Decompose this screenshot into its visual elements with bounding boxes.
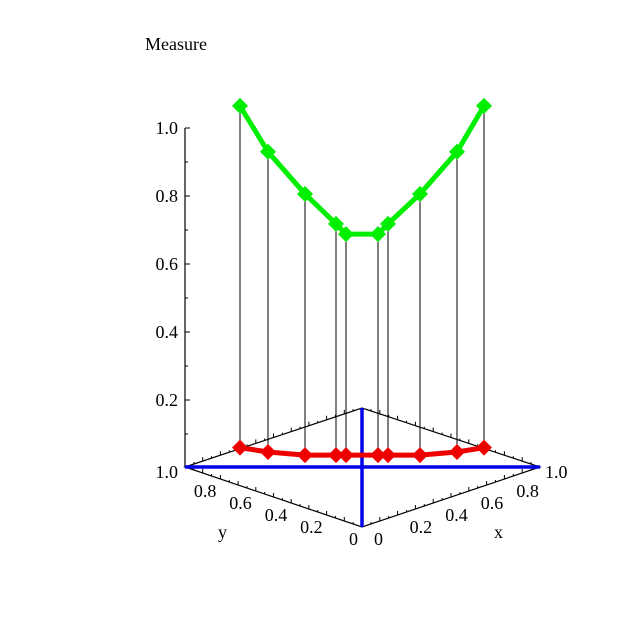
data-point-1 [328, 447, 344, 464]
y-tick-label: 1.0 [156, 462, 179, 482]
z-tick-label: 0.2 [156, 390, 179, 410]
data-point-1 [449, 444, 465, 461]
data-point-1 [297, 447, 313, 464]
data-point-0 [380, 215, 396, 232]
data-point-1 [380, 447, 396, 464]
data-point-1 [476, 439, 492, 456]
x-tick-label: 1.0 [545, 462, 568, 482]
x-tick-label: 0.6 [481, 493, 504, 513]
series-line-0 [237, 104, 487, 237]
x-tick-label: 0.4 [445, 505, 468, 525]
z-tick-label: 1.0 [156, 118, 179, 138]
x-tick-label: 0 [374, 529, 383, 549]
data-point-0 [476, 97, 492, 114]
data-point-0 [297, 185, 313, 202]
data-point-1 [232, 439, 248, 456]
y-axis-label: y [218, 522, 227, 542]
z-tick-label: 0.8 [156, 186, 179, 206]
data-point-1 [370, 447, 386, 464]
x-tick-label: 0.8 [516, 481, 539, 501]
y-tick-label: 0.6 [229, 493, 252, 513]
data-point-0 [260, 143, 276, 160]
data-point-0 [370, 226, 386, 243]
x-tick-label: 0.2 [410, 517, 433, 537]
marks-group [232, 97, 492, 464]
y-tick-label: 0.8 [194, 481, 217, 501]
data-point-0 [449, 143, 465, 160]
data-point-0 [338, 226, 354, 243]
data-point-0 [328, 215, 344, 232]
data-point-1 [338, 447, 354, 464]
axes-group: 0.2 0.4 0.6 0.8 1.0 0 0.2 0.4 0.6 0.8 1.0 0 0.2 0.4 0.… [156, 118, 568, 549]
y-tick-label: 0.4 [265, 505, 288, 525]
y-tick-label: 0.2 [300, 517, 323, 537]
series-line-1 [239, 445, 485, 458]
z-tick-label: 0.6 [156, 254, 179, 274]
chart-title: Measure [145, 34, 207, 54]
x-axis-label: x [494, 522, 503, 542]
z-tick-label: 0.4 [156, 322, 179, 342]
y-tick-label: 0 [349, 529, 358, 549]
data-point-1 [260, 444, 276, 461]
data-point-1 [412, 447, 428, 464]
data-point-0 [232, 97, 248, 114]
data-point-0 [412, 185, 428, 202]
